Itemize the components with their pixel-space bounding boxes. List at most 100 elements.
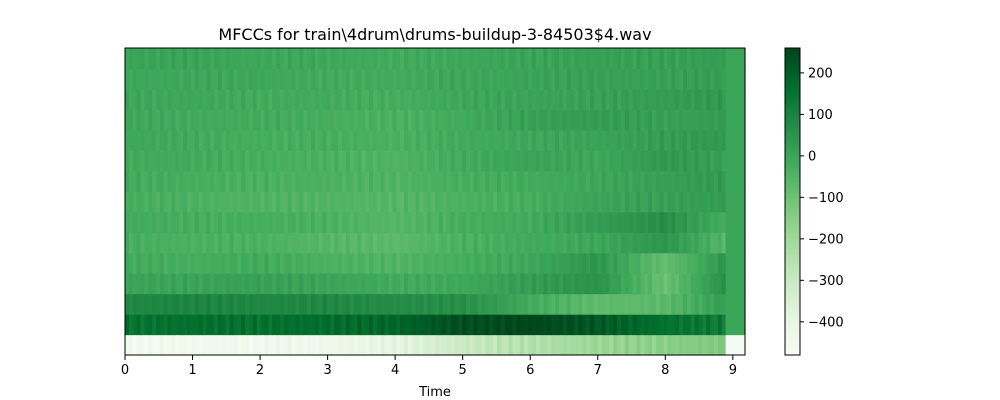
heatmap-cell <box>392 273 397 295</box>
x-tick-label: 8 <box>661 363 669 378</box>
heatmap-cell <box>314 88 320 110</box>
heatmap-cell <box>508 293 514 315</box>
heatmap-cell <box>512 88 517 110</box>
heatmap-cell <box>194 150 200 172</box>
heatmap-cell <box>338 48 343 70</box>
heatmap-cell <box>338 88 343 110</box>
heatmap-cell <box>280 334 285 356</box>
heatmap-cell <box>690 129 696 151</box>
heatmap-cell <box>539 109 545 131</box>
heatmap-cell <box>221 293 227 315</box>
heatmap-cell <box>431 191 436 213</box>
heatmap-cell <box>516 252 521 274</box>
heatmap-cell <box>508 334 514 356</box>
heatmap-cell <box>582 88 587 110</box>
heatmap-cell <box>497 129 502 151</box>
heatmap-cell <box>628 191 634 213</box>
heatmap-cell <box>648 68 653 90</box>
heatmap-cell <box>520 252 525 274</box>
heatmap-cell <box>593 293 599 315</box>
heatmap-cell <box>264 334 269 356</box>
heatmap-cell <box>578 293 583 315</box>
heatmap-cell <box>446 170 452 192</box>
heatmap-cell <box>725 232 731 254</box>
heatmap-cell <box>268 314 273 336</box>
heatmap-cell <box>462 68 467 90</box>
heatmap-cell <box>652 334 657 356</box>
heatmap-cell <box>617 191 622 213</box>
heatmap-cell <box>396 68 401 90</box>
heatmap-cell <box>349 314 355 336</box>
heatmap-cell <box>260 211 266 233</box>
heatmap-cell <box>725 211 731 233</box>
heatmap-cell <box>249 68 254 90</box>
heatmap-cell <box>318 314 324 336</box>
heatmap-cell <box>516 129 521 151</box>
heatmap-cell <box>140 211 145 233</box>
heatmap-cell <box>407 68 413 90</box>
heatmap-cell <box>694 211 700 233</box>
heatmap-cell <box>365 170 370 192</box>
heatmap-cell <box>640 314 645 336</box>
heatmap-cell <box>272 273 277 295</box>
heatmap-cell <box>427 150 432 172</box>
heatmap-cell <box>423 211 428 233</box>
heatmap-cell <box>493 314 498 336</box>
heatmap-cell <box>717 293 723 315</box>
heatmap-cell <box>737 293 742 315</box>
heatmap-cell <box>400 48 405 70</box>
heatmap-cell <box>252 314 258 336</box>
heatmap-cell <box>516 170 521 192</box>
heatmap-cell <box>574 68 579 90</box>
heatmap-cell <box>345 150 351 172</box>
heatmap-cell <box>380 334 386 356</box>
heatmap-cell <box>431 334 436 356</box>
heatmap-cell <box>140 150 145 172</box>
heatmap-cell <box>617 293 622 315</box>
heatmap-cell <box>741 170 746 192</box>
heatmap-cell <box>741 211 746 233</box>
heatmap-cell <box>283 191 289 213</box>
heatmap-cell <box>380 109 386 131</box>
heatmap-cell <box>357 273 362 295</box>
heatmap-cell <box>710 191 715 213</box>
heatmap-cell <box>679 273 684 295</box>
heatmap-cell <box>702 314 707 336</box>
heatmap-cell <box>287 88 293 110</box>
heatmap-cell <box>504 334 510 356</box>
heatmap-cell <box>655 334 661 356</box>
heatmap-cell <box>497 252 502 274</box>
heatmap-cell <box>729 314 734 336</box>
heatmap-cell <box>303 211 308 233</box>
heatmap-cell <box>179 252 184 274</box>
heatmap-cell <box>562 293 568 315</box>
heatmap-cell <box>648 191 653 213</box>
heatmap-cell <box>198 48 204 70</box>
heatmap-cell <box>152 191 157 213</box>
heatmap-cell <box>225 273 231 295</box>
heatmap-cell <box>644 211 649 233</box>
heatmap-cell <box>493 293 498 315</box>
heatmap-cell <box>737 88 742 110</box>
heatmap-cell <box>590 232 595 254</box>
heatmap-cell <box>624 191 630 213</box>
heatmap-cell <box>194 68 200 90</box>
heatmap-cell <box>539 273 545 295</box>
x-tick-label: 3 <box>323 363 331 378</box>
heatmap-cell <box>396 334 401 356</box>
heatmap-cell <box>388 191 393 213</box>
heatmap-cell <box>543 211 548 233</box>
heatmap-cell <box>454 88 459 110</box>
heatmap-cell <box>311 68 316 90</box>
heatmap-cell <box>729 48 734 70</box>
heatmap-cell <box>303 293 308 315</box>
heatmap-cell <box>159 252 165 274</box>
x-axis-label: Time <box>418 385 451 400</box>
heatmap-cell <box>369 252 374 274</box>
heatmap-cell <box>163 191 169 213</box>
heatmap-cell <box>655 129 661 151</box>
heatmap-cell <box>171 293 176 315</box>
heatmap-cell <box>605 211 610 233</box>
heatmap-cell <box>706 334 711 356</box>
heatmap-cell <box>221 68 227 90</box>
